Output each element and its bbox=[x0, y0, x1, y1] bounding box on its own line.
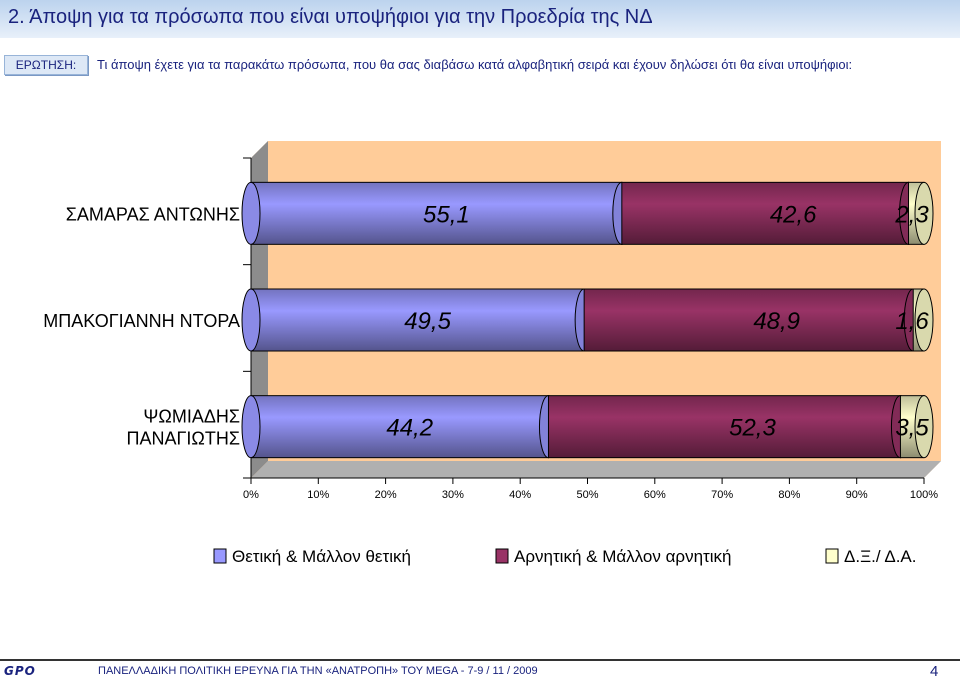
footer-text: ΠΑΝΕΛΛΑΔΙΚΗ ΠΟΛΙΤΙΚΗ ΕΡΕΥΝΑ ΓΙΑ ΤΗΝ «ΑΝΑ… bbox=[98, 665, 538, 677]
data-label: 3,5 bbox=[895, 415, 929, 442]
floor bbox=[251, 461, 941, 478]
legend-swatch bbox=[825, 548, 839, 564]
data-label: 48,9 bbox=[753, 308, 800, 335]
data-label: 1,6 bbox=[895, 308, 929, 335]
legend-swatch bbox=[213, 548, 227, 564]
bar-segment bbox=[583, 288, 914, 352]
bar-start-cap bbox=[241, 288, 261, 352]
data-label: 2,3 bbox=[894, 201, 929, 228]
bar-segment bbox=[250, 395, 549, 459]
bar-segment-end bbox=[914, 395, 934, 459]
question-text: Τι άποψη έχετε για τα παρακάτω πρόσωπα, … bbox=[97, 57, 853, 72]
page-number: 4 bbox=[930, 663, 939, 680]
legend-swatch bbox=[495, 548, 509, 564]
x-tick-label: 60% bbox=[644, 489, 666, 501]
legend-label: Θετική & Μάλλον θετική bbox=[232, 547, 411, 566]
bar-segment bbox=[250, 288, 585, 352]
legend-label: Δ.Ξ./ Δ.Α. bbox=[844, 547, 917, 566]
x-tick-label: 20% bbox=[375, 489, 397, 501]
title-bar: 2. Άποψη για τα πρόσωπα που είναι υποψήφ… bbox=[0, 0, 960, 38]
data-label: 44,2 bbox=[386, 415, 433, 442]
footer-divider bbox=[0, 659, 960, 661]
data-label: 42,6 bbox=[770, 201, 817, 228]
x-tick-label: 80% bbox=[778, 489, 800, 501]
x-tick-label: 50% bbox=[576, 489, 598, 501]
category-label: ΜΠΑΚΟΓΙΑΝΝΗ ΝΤΟΡΑ bbox=[43, 311, 240, 331]
x-tick-label: 100% bbox=[910, 489, 938, 501]
category-label: ΨΩΜΙΑΔΗΣ bbox=[143, 407, 240, 427]
bar-segment-end bbox=[914, 288, 934, 352]
category-label: ΠΑΝΑΓΙΩΤΗΣ bbox=[126, 429, 240, 449]
x-tick-label: 70% bbox=[711, 489, 733, 501]
question-label: ΕΡΩΤΗΣΗ: bbox=[4, 55, 88, 75]
x-tick-label: 10% bbox=[307, 489, 329, 501]
gpo-logo: GPO bbox=[4, 664, 36, 678]
x-tick-label: 30% bbox=[442, 489, 464, 501]
bar-start-cap bbox=[241, 181, 261, 245]
bar-segment-end bbox=[914, 181, 934, 245]
data-label: 52,3 bbox=[729, 415, 776, 442]
x-tick-label: 40% bbox=[509, 489, 531, 501]
data-label: 55,1 bbox=[423, 201, 470, 228]
data-label: 49,5 bbox=[404, 308, 451, 335]
x-tick-label: 0% bbox=[243, 489, 259, 501]
category-label: ΣΑΜΑΡΑΣ ΑΝΤΩΝΗΣ bbox=[66, 204, 240, 224]
page-title: 2. Άποψη για τα πρόσωπα που είναι υποψήφ… bbox=[8, 6, 653, 28]
x-tick-label: 90% bbox=[846, 489, 868, 501]
bar-start-cap bbox=[241, 395, 261, 459]
bar-segment bbox=[547, 395, 901, 459]
bar-segment bbox=[250, 181, 623, 245]
legend-label: Αρνητική & Μάλλον αρνητική bbox=[514, 547, 732, 566]
bar-segment bbox=[621, 181, 910, 245]
